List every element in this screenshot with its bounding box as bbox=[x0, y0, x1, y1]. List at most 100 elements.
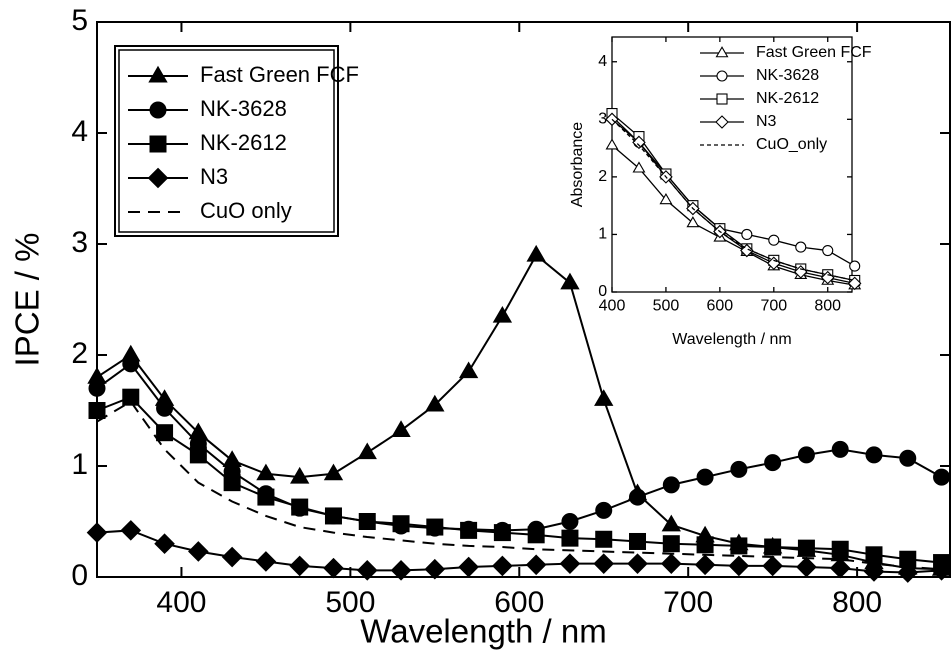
marker bbox=[795, 241, 807, 253]
marker bbox=[492, 555, 513, 577]
x-tick-label: 500 bbox=[325, 586, 375, 619]
marker bbox=[189, 446, 207, 464]
y-tick-label: 0 bbox=[71, 559, 88, 592]
marker bbox=[730, 460, 748, 478]
marker bbox=[493, 524, 511, 542]
marker bbox=[120, 520, 142, 541]
legend-label: NK-2612 bbox=[200, 130, 287, 155]
marker bbox=[458, 361, 479, 379]
marker bbox=[221, 546, 243, 568]
marker bbox=[820, 270, 835, 285]
x-tick-label: 400 bbox=[599, 298, 626, 315]
y-axis-label: IPCE / % bbox=[9, 233, 46, 367]
marker bbox=[357, 442, 377, 460]
marker bbox=[728, 555, 750, 577]
marker bbox=[730, 537, 748, 555]
marker bbox=[931, 560, 951, 581]
marker bbox=[594, 389, 614, 406]
marker bbox=[86, 522, 108, 543]
marker bbox=[525, 554, 547, 576]
x-tick-label: 400 bbox=[156, 586, 206, 619]
marker bbox=[561, 513, 579, 530]
marker bbox=[716, 70, 728, 82]
marker bbox=[595, 530, 613, 548]
marker bbox=[696, 536, 714, 554]
marker bbox=[147, 167, 169, 189]
marker bbox=[863, 561, 885, 582]
legend-label: Fast Green FCF bbox=[756, 44, 872, 61]
marker bbox=[629, 488, 647, 506]
marker bbox=[425, 394, 445, 412]
marker bbox=[696, 468, 714, 486]
marker bbox=[661, 514, 681, 532]
marker bbox=[762, 555, 783, 577]
y-axis-label: Absorbance bbox=[569, 122, 586, 207]
marker bbox=[392, 515, 410, 533]
marker bbox=[632, 135, 646, 150]
marker bbox=[632, 161, 646, 173]
marker bbox=[460, 521, 478, 539]
x-tick-label: 700 bbox=[760, 298, 787, 315]
marker bbox=[323, 463, 344, 481]
marker bbox=[223, 474, 241, 492]
marker bbox=[865, 546, 883, 564]
marker bbox=[291, 498, 309, 516]
marker bbox=[849, 260, 861, 272]
marker bbox=[289, 555, 311, 577]
marker bbox=[492, 305, 513, 323]
marker bbox=[358, 513, 376, 530]
marker bbox=[426, 518, 444, 536]
marker bbox=[148, 65, 168, 83]
legend-label: N3 bbox=[200, 164, 228, 189]
y-tick-label: 2 bbox=[71, 337, 88, 370]
y-tick-label: 3 bbox=[598, 111, 607, 128]
marker bbox=[188, 541, 209, 562]
marker bbox=[560, 272, 580, 290]
legend-label: CuO only bbox=[200, 198, 292, 223]
y-tick-label: 2 bbox=[598, 168, 607, 185]
marker bbox=[933, 468, 951, 486]
marker bbox=[458, 556, 479, 578]
marker bbox=[822, 245, 834, 257]
marker bbox=[324, 507, 342, 525]
series-line bbox=[611, 115, 856, 267]
marker bbox=[593, 553, 615, 574]
legend-label: N3 bbox=[756, 113, 777, 130]
marker bbox=[627, 553, 648, 574]
marker bbox=[660, 553, 682, 574]
y-tick-label: 3 bbox=[71, 226, 88, 259]
marker bbox=[686, 216, 700, 228]
marker bbox=[662, 476, 680, 494]
marker bbox=[391, 420, 411, 437]
y-tick-label: 4 bbox=[598, 53, 607, 70]
marker bbox=[741, 228, 753, 240]
marker bbox=[122, 388, 140, 406]
marker bbox=[715, 46, 729, 58]
legend-label: CuO_only bbox=[756, 136, 827, 153]
x-tick-label: 600 bbox=[707, 298, 734, 315]
legend-label: Fast Green FCF bbox=[200, 62, 359, 87]
legend-label: NK-3628 bbox=[756, 67, 819, 84]
marker bbox=[715, 115, 729, 129]
marker bbox=[797, 446, 815, 464]
marker bbox=[831, 440, 849, 458]
marker bbox=[156, 424, 174, 442]
x-tick-label: 700 bbox=[663, 586, 713, 619]
marker bbox=[865, 446, 883, 464]
legend-frame bbox=[118, 49, 335, 233]
marker bbox=[88, 402, 106, 419]
series-line bbox=[611, 118, 855, 285]
marker bbox=[659, 193, 673, 205]
marker bbox=[561, 529, 579, 547]
marker bbox=[595, 501, 613, 519]
marker bbox=[526, 244, 546, 262]
x-tick-label: 600 bbox=[494, 586, 544, 619]
x-tick-label: 500 bbox=[653, 298, 680, 315]
marker bbox=[605, 138, 619, 150]
plot-area bbox=[611, 36, 853, 293]
marker bbox=[122, 355, 140, 373]
marker bbox=[255, 551, 277, 572]
marker bbox=[797, 539, 815, 557]
x-tick-label: 800 bbox=[832, 586, 882, 619]
